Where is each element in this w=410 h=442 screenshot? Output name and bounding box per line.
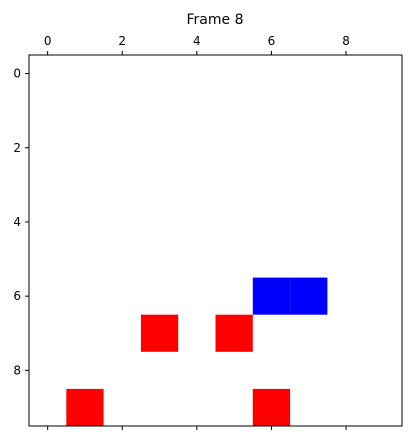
x-axis-top: 0 2 4 6 8 — [44, 34, 350, 55]
y-tick-label-4: 4 — [13, 215, 21, 229]
board-cell-red-3-7 — [140, 314, 179, 352]
y-axis-left: 0 2 4 6 8 — [13, 67, 29, 377]
x-tick-label-8: 8 — [342, 34, 350, 48]
board-cells — [66, 277, 328, 426]
board-cell-red-5-7 — [215, 314, 253, 352]
board-cell-red-6-9 — [252, 388, 291, 426]
y-tick-label-8: 8 — [13, 363, 21, 377]
y-tick-label-0: 0 — [13, 67, 21, 81]
board-frame — [28, 54, 403, 427]
x-tick-label-2: 2 — [118, 34, 126, 48]
board-cell-blue-7-6 — [290, 277, 328, 315]
board-cell-blue-6-6 — [252, 277, 291, 315]
y-tick-label-6: 6 — [13, 289, 21, 303]
board-cell-red-1-9 — [66, 388, 104, 426]
y-tick-label-2: 2 — [13, 141, 21, 155]
x-axis-bottom — [47, 426, 347, 430]
x-tick-label-4: 4 — [193, 34, 201, 48]
x-tick-label-0: 0 — [44, 34, 52, 48]
x-tick-label-6: 6 — [268, 34, 276, 48]
frame-title: Frame 8 — [187, 12, 244, 28]
